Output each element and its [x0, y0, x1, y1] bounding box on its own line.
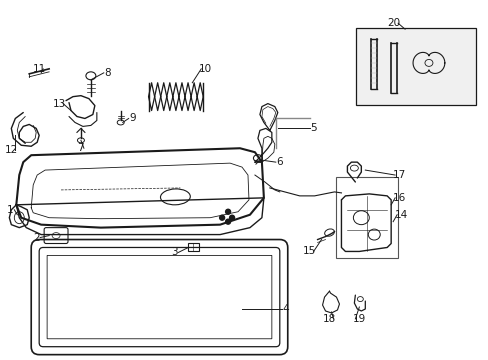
Text: 16: 16 [392, 193, 405, 203]
Circle shape [229, 215, 234, 220]
Text: 3: 3 [171, 247, 177, 257]
Text: 2: 2 [33, 233, 40, 243]
FancyBboxPatch shape [356, 28, 475, 105]
Text: 12: 12 [5, 145, 18, 155]
Text: 8: 8 [104, 68, 111, 78]
Bar [188, 243, 199, 251]
Text: 20: 20 [387, 18, 400, 28]
Text: 14: 14 [394, 210, 407, 220]
Text: 7: 7 [77, 143, 83, 153]
Text: 6: 6 [276, 157, 283, 167]
Text: 4: 4 [282, 304, 288, 314]
Text: 5: 5 [310, 123, 316, 134]
Text: 13: 13 [52, 99, 65, 109]
Text: 17: 17 [392, 170, 405, 180]
Text: 9: 9 [129, 113, 136, 123]
Circle shape [219, 215, 224, 220]
Text: 15: 15 [303, 247, 316, 256]
Text: 19: 19 [352, 314, 365, 324]
Text: 18: 18 [322, 314, 335, 324]
Text: 10: 10 [198, 64, 211, 74]
Text: 1: 1 [7, 205, 14, 215]
Circle shape [225, 219, 230, 224]
Text: 11: 11 [33, 64, 46, 74]
Circle shape [225, 209, 230, 214]
